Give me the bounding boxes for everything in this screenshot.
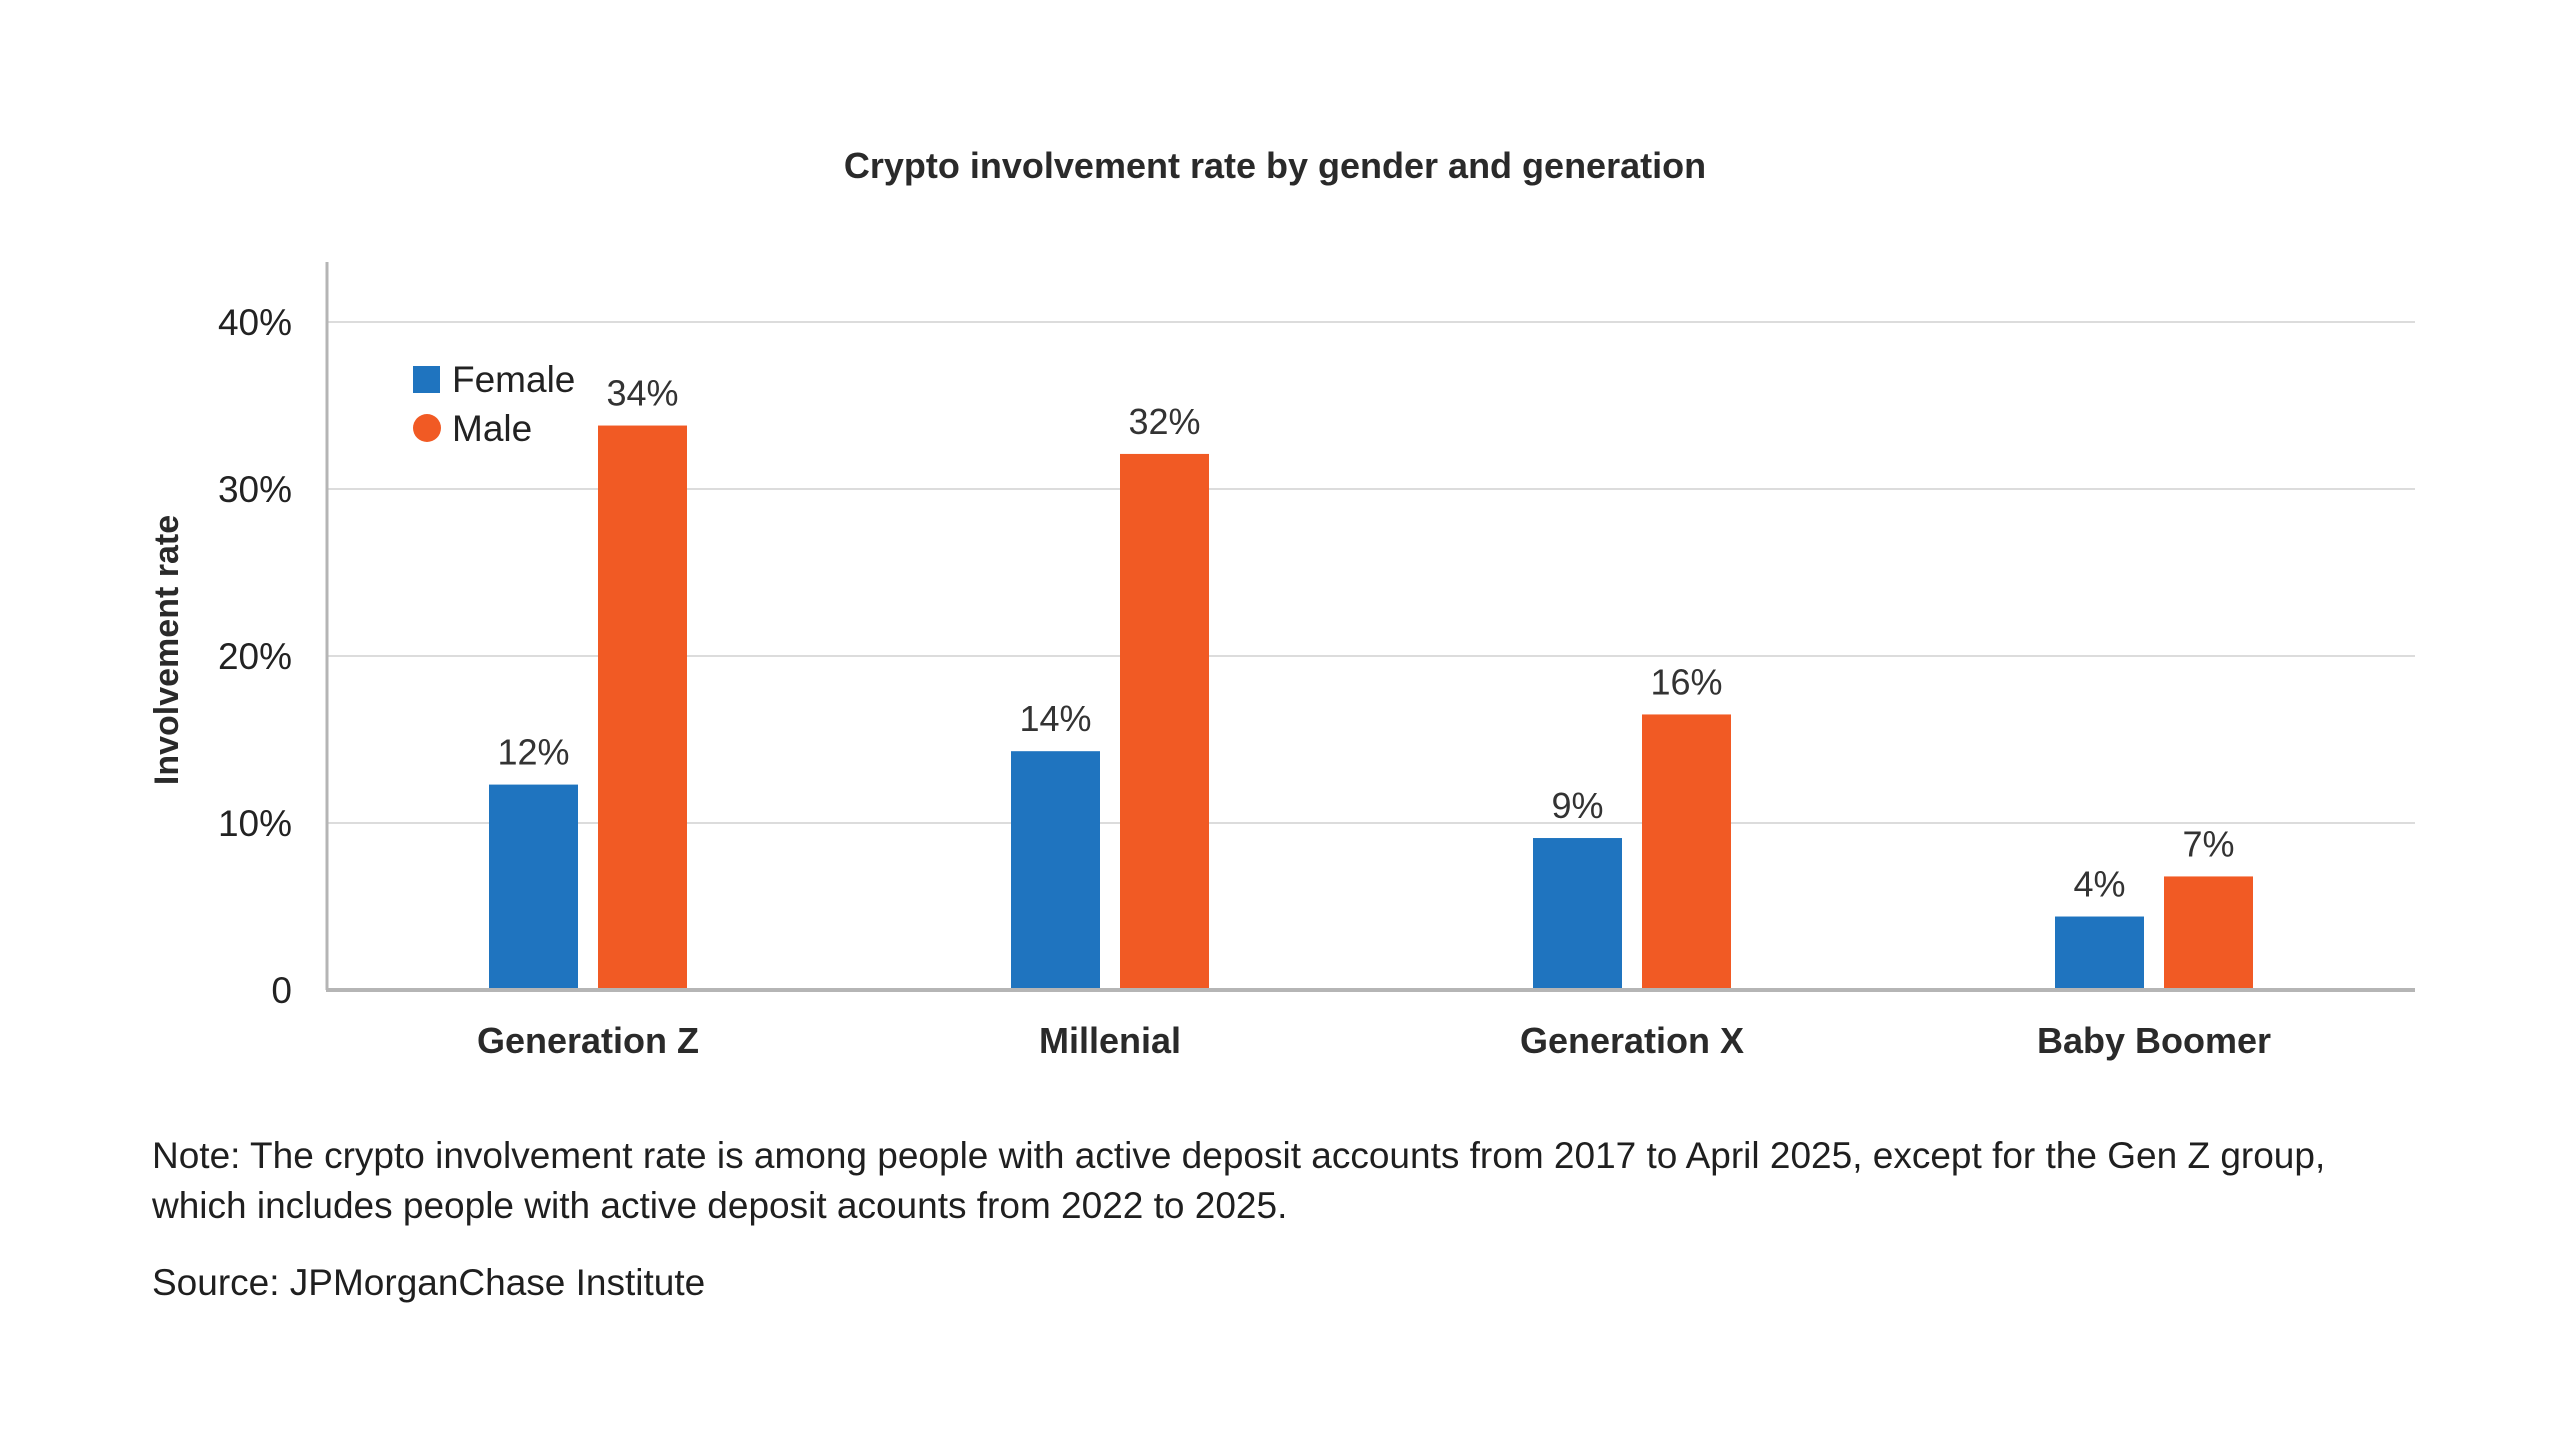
y-axis-title: Involvement rate [148, 515, 186, 785]
y-tick-label: 20% [218, 636, 292, 677]
bar-female-millenial [1011, 751, 1100, 990]
x-category-label: Generation X [1520, 1020, 1744, 1061]
bar-male-generation-x [1642, 714, 1731, 990]
y-axis-ticks: 0 10% 20% 30% 40% [218, 302, 292, 1011]
legend-female-swatch [413, 366, 440, 393]
y-tick-label: 40% [218, 302, 292, 343]
data-label: 9% [1551, 785, 1603, 826]
data-labels: 12% 34% 14% 32% 9% 16% 4% 7% [497, 373, 2234, 905]
x-category-label: Baby Boomer [2037, 1020, 2271, 1061]
bar-male-generation-z [598, 425, 687, 990]
legend-female-label: Female [452, 359, 575, 400]
note-line-2: which includes people with active deposi… [152, 1185, 1288, 1226]
data-label: 7% [2182, 823, 2234, 864]
y-tick-label: 10% [218, 803, 292, 844]
legend-male-label: Male [452, 408, 532, 449]
chart-note: Note: The crypto involvement rate is amo… [152, 1131, 2452, 1231]
data-label: 34% [606, 373, 678, 414]
data-label: 14% [1019, 698, 1091, 739]
chart-title: Crypto involvement rate by gender and ge… [844, 145, 1706, 186]
bar-male-millenial [1120, 453, 1209, 990]
data-label: 16% [1650, 661, 1722, 702]
note-line-1: Note: The crypto involvement rate is amo… [152, 1135, 2326, 1176]
data-label: 32% [1128, 401, 1200, 442]
bar-female-generation-x [1533, 838, 1622, 990]
bars [489, 425, 2253, 990]
bar-female-generation-z [489, 784, 578, 990]
x-axis-categories: Generation Z Millenial Generation X Baby Bo… [477, 1020, 2271, 1061]
x-category-label: Millenial [1039, 1020, 1181, 1061]
chart-source: Source: JPMorganChase Institute [152, 1262, 706, 1303]
legend-male-swatch [413, 414, 441, 442]
x-category-label: Generation Z [477, 1020, 699, 1061]
bar-male-baby-boomer [2164, 876, 2253, 990]
y-tick-label: 30% [218, 469, 292, 510]
bar-female-baby-boomer [2055, 916, 2144, 990]
data-label: 4% [2073, 864, 2125, 905]
legend: Female Male [413, 359, 575, 449]
data-label: 12% [497, 732, 569, 773]
y-tick-label: 0 [271, 970, 292, 1011]
